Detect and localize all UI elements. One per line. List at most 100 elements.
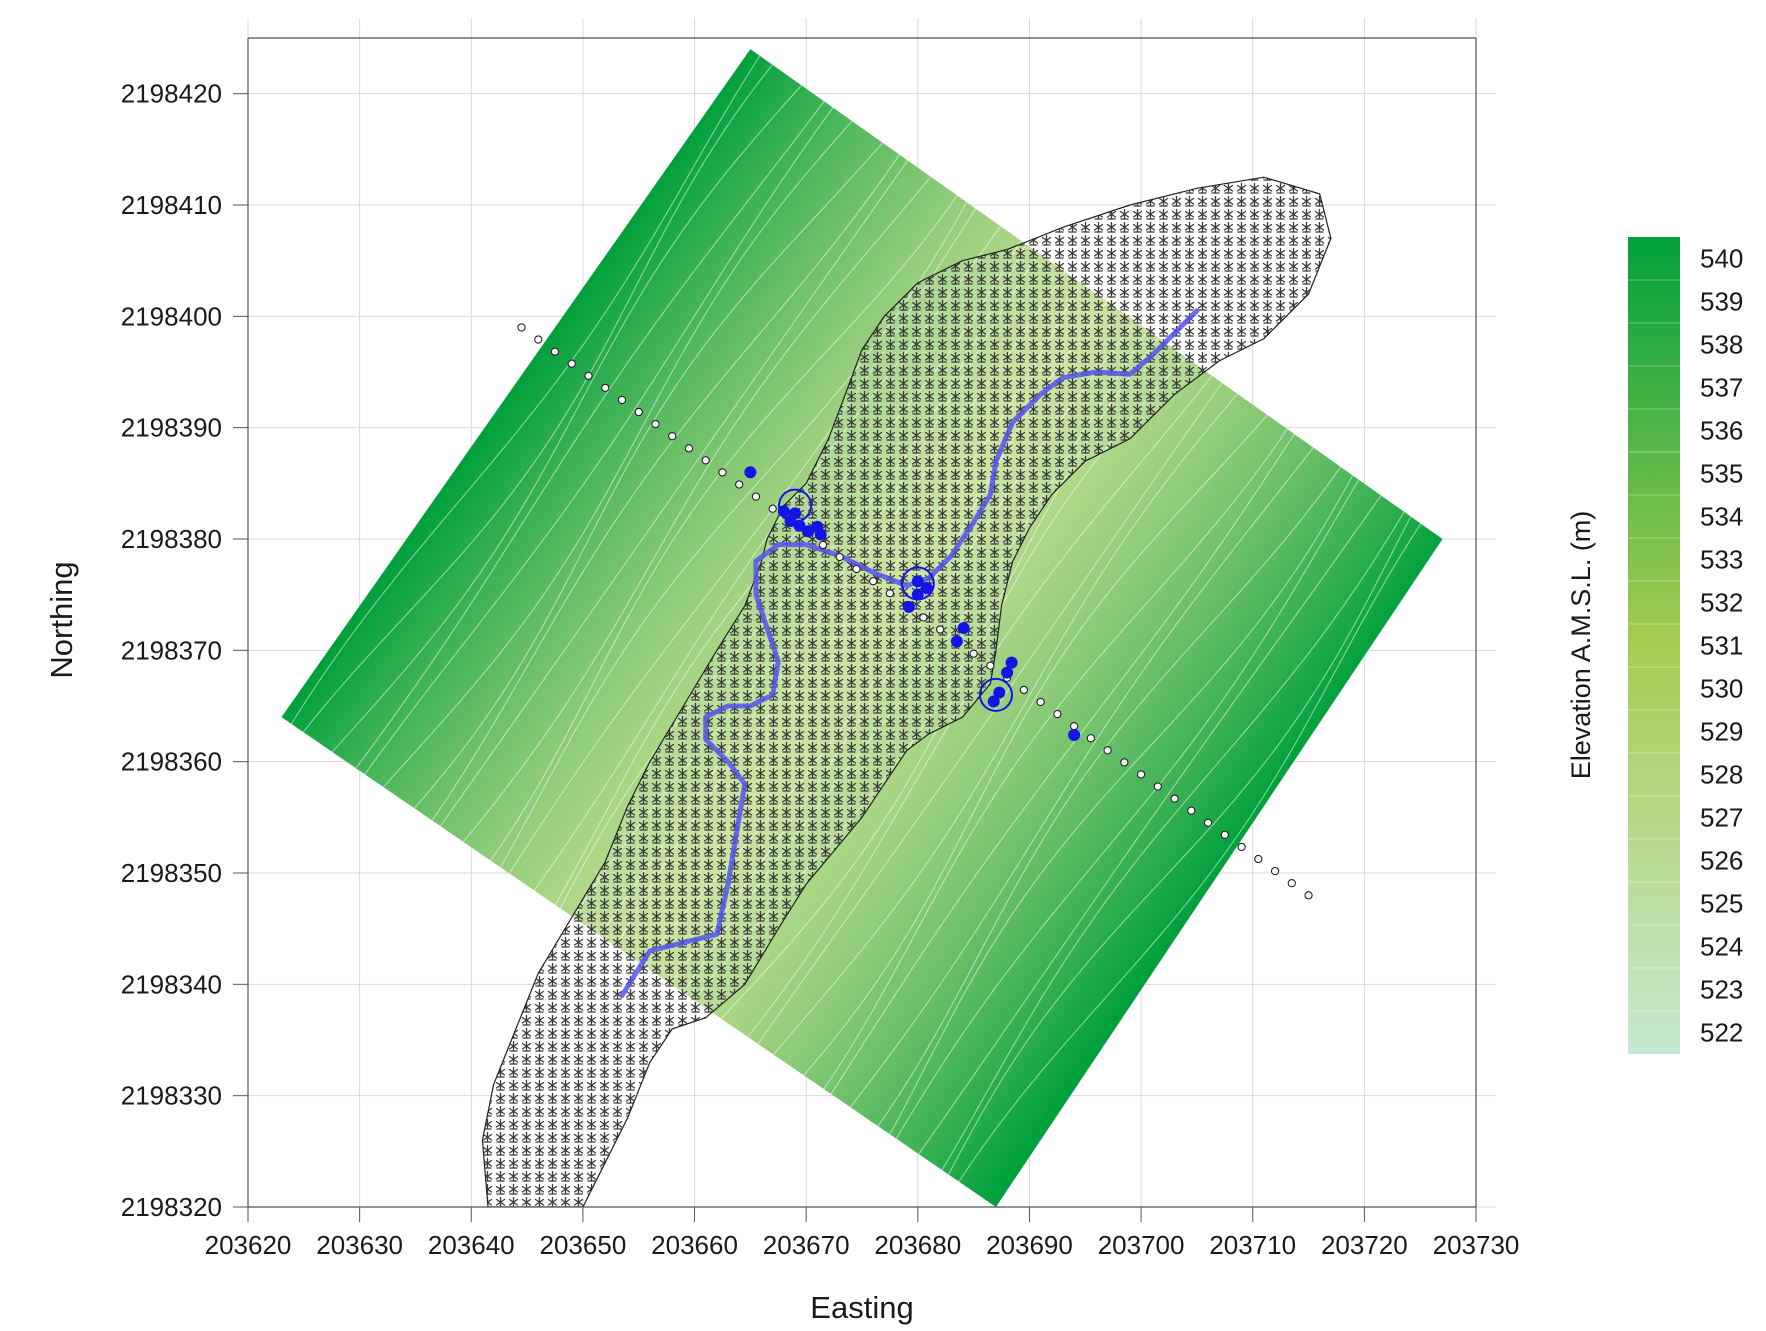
transect-point (1170, 794, 1179, 803)
contour-line (407, 119, 924, 856)
contour-line (797, 390, 1313, 1127)
stream-channel (619, 308, 1200, 998)
sample-point (911, 588, 924, 601)
x-tick-label: 203690 (986, 1230, 1073, 1260)
contour-line (772, 379, 1298, 1110)
transect-point (517, 323, 526, 332)
transect-point (651, 419, 660, 429)
transect-point (1304, 891, 1313, 900)
colorbar-level-label: 528 (1700, 760, 1743, 790)
colorbar-level-label: 523 (1700, 975, 1743, 1005)
transect-point (1287, 879, 1296, 888)
sample-point (920, 581, 933, 594)
contour-line (731, 345, 1249, 1081)
colorbar-level-label: 526 (1700, 846, 1743, 876)
sample-point (744, 466, 757, 479)
contour-line (304, 54, 830, 784)
transect-point (735, 480, 744, 489)
sample-point (993, 686, 1006, 699)
y-tick-label: 2198390 (121, 413, 222, 443)
transect-point (1270, 866, 1280, 876)
transect-point (768, 504, 777, 513)
colorbar-level-label: 538 (1700, 330, 1743, 360)
transect-point (1086, 734, 1096, 743)
transect-point (935, 625, 945, 634)
colorbar-level-label: 529 (1700, 717, 1743, 747)
y-tick-label: 2198340 (121, 969, 222, 999)
y-tick-label: 2198320 (121, 1192, 222, 1222)
x-axis-title: Easting (810, 1290, 913, 1325)
transect-point (1136, 770, 1146, 779)
contour-line (281, 49, 783, 760)
colorbar-level-label: 540 (1700, 244, 1743, 274)
vegetation-area (481, 176, 1332, 1207)
contour-line (866, 433, 1375, 1176)
transect-point (1103, 746, 1112, 755)
x-tick-label: 203640 (428, 1230, 515, 1260)
y-tick-label: 2198380 (121, 524, 222, 554)
colorbar-title: Elevation A.M.S.L. (m) (1566, 511, 1596, 780)
x-tick-label: 203630 (316, 1230, 403, 1260)
y-tick-label: 2198360 (121, 747, 222, 777)
contour-line (926, 474, 1434, 1207)
transect-point (1220, 830, 1229, 840)
transect-point (718, 468, 727, 477)
colorbar-level-label: 535 (1700, 459, 1743, 489)
transect-point (1036, 697, 1045, 707)
transect-point (534, 335, 543, 344)
transect-point (617, 395, 627, 405)
transect-point (601, 383, 610, 393)
transect-point (668, 432, 677, 441)
y-tick-label: 2198420 (121, 79, 222, 109)
contour-line (891, 457, 1409, 1193)
contour-line (415, 125, 933, 861)
colorbar-level-label: 531 (1700, 631, 1743, 661)
sample-point (793, 519, 806, 532)
colorbar-gradient (1628, 237, 1680, 1054)
circle-marker (900, 566, 935, 601)
transect-point (1254, 854, 1263, 864)
transect-point (986, 661, 995, 670)
transect-point (1237, 842, 1246, 852)
contour-line (281, 49, 800, 766)
sample-point (1001, 666, 1014, 679)
transect-point (869, 577, 878, 586)
contour-line (805, 395, 1320, 1133)
transect-point (919, 613, 928, 622)
transect-point (1069, 721, 1079, 731)
transect-point (969, 649, 978, 658)
transect-point (584, 371, 593, 380)
transect-point (550, 347, 560, 356)
transect-point (885, 589, 895, 598)
transect-point (835, 552, 844, 562)
contour-line (435, 143, 958, 875)
contour-line (821, 410, 1342, 1144)
contour-line (872, 439, 1384, 1179)
x-tick-label: 203670 (763, 1230, 850, 1260)
colorbar-level-label: 522 (1700, 1018, 1743, 1048)
colorbar-level-label: 534 (1700, 502, 1743, 532)
colorbar-level-label: 533 (1700, 545, 1743, 575)
transect-point (852, 564, 861, 574)
transect-point (751, 492, 761, 501)
sample-point (1068, 728, 1081, 741)
transect-point (1019, 685, 1029, 695)
sample-point (911, 575, 924, 588)
contour-line (464, 159, 982, 896)
y-tick-label: 2198410 (121, 190, 222, 220)
x-tick-label: 203620 (205, 1230, 292, 1260)
contour-line (744, 358, 1268, 1090)
y-tick-label: 2198400 (121, 301, 222, 331)
transect-point (1187, 806, 1196, 815)
contour-line (917, 470, 1429, 1207)
sample-point (950, 635, 963, 648)
x-tick-label: 203650 (540, 1230, 627, 1260)
colorbar-level-label: 527 (1700, 803, 1743, 833)
sample-point (957, 622, 970, 635)
transect-point (1120, 758, 1129, 767)
y-tick-label: 2198330 (121, 1081, 222, 1111)
circle-marker (778, 488, 813, 523)
contour-line (340, 73, 859, 809)
colorbar-level-label: 539 (1700, 287, 1743, 317)
